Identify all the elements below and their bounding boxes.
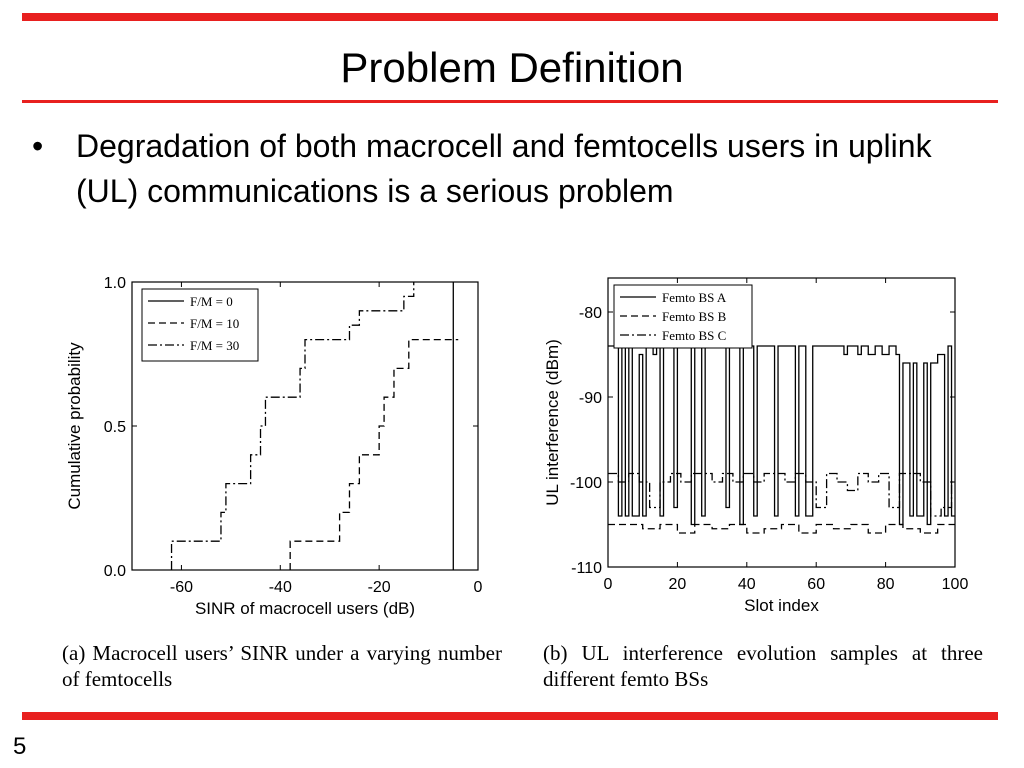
x-tick-label: 40 — [738, 576, 756, 593]
bullet-dot-icon: • — [32, 128, 44, 164]
x-axis-label: SINR of macrocell users (dB) — [195, 599, 415, 618]
y-tick-label: -80 — [579, 305, 602, 322]
legend-entry: F/M = 0 — [190, 294, 233, 309]
legend-entry: Femto BS B — [662, 309, 727, 324]
y-tick-label: -100 — [570, 475, 602, 492]
legend-entry: F/M = 30 — [190, 338, 239, 353]
bullet-text: Degradation of both macrocell and femtoc… — [76, 128, 932, 209]
y-tick-label: -110 — [571, 560, 602, 577]
plot-frame — [607, 277, 956, 568]
title-underline — [22, 100, 998, 103]
x-tick-label: 0 — [474, 579, 483, 596]
bottom-accent-bar — [22, 712, 998, 720]
legend-entry: F/M = 10 — [190, 316, 239, 331]
x-tick-label: 100 — [942, 576, 969, 593]
legend-entry: Femto BS A — [662, 290, 727, 305]
x-tick-label: -40 — [269, 579, 292, 596]
series-line-3 — [170, 282, 415, 570]
x-tick-label: 60 — [807, 576, 825, 593]
y-tick-label: 1.0 — [104, 275, 126, 292]
x-tick-label: 20 — [669, 576, 687, 593]
slide-title: Problem Definition — [340, 44, 684, 91]
series-line-2 — [289, 338, 459, 570]
legend-entry: Femto BS C — [662, 328, 726, 343]
y-tick-label: 0.5 — [104, 419, 126, 436]
y-axis-label: Cumulative probability — [65, 342, 84, 510]
y-tick-label: -90 — [579, 390, 602, 407]
x-tick-label: -60 — [170, 579, 193, 596]
series-line-3 — [608, 472, 955, 517]
series-line-2 — [608, 523, 955, 534]
chart-a: -60 -40 -20 0 0.0 0.5 1.0 SINR of macrocell use… — [65, 275, 483, 618]
x-tick-label: 0 — [604, 576, 613, 593]
x-tick-label: -20 — [368, 579, 391, 596]
page-number: 5 — [13, 733, 27, 760]
top-accent-bar — [22, 13, 998, 21]
figure-a-caption: (a) Macrocell users’ SINR under a varyin… — [62, 641, 502, 691]
figure-b-caption: (b) UL interference evolution samples at… — [543, 641, 983, 691]
series-line-1 — [608, 345, 955, 526]
y-axis-label: UL interference (dBm) — [543, 339, 562, 506]
chart-b: 0 20 40 60 80 100 -110 -100 -90 -80 Slot index UL i… — [543, 277, 969, 615]
x-axis-label: Slot index — [744, 596, 819, 615]
y-tick-label: 0.0 — [104, 563, 126, 580]
x-tick-label: 80 — [877, 576, 895, 593]
